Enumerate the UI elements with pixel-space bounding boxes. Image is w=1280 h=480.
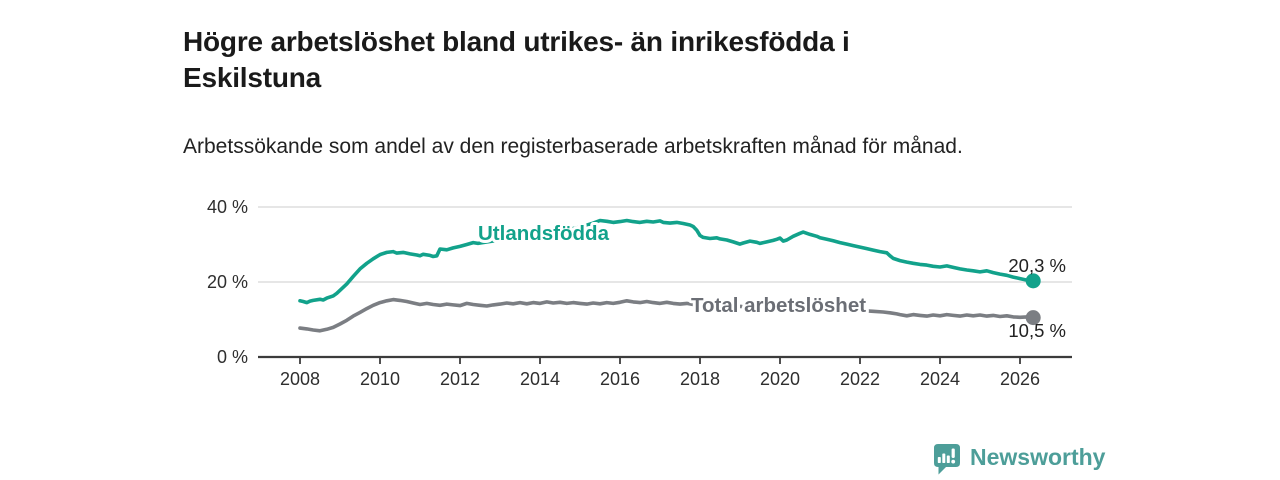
series-line-total-arbetsl-shet [298,297,1035,333]
series-end-dot-total-arbetsl-shet [1025,310,1041,326]
x-axis-tick-label: 2008 [280,369,320,389]
y-axis-tick-label: 40 % [207,197,248,217]
series-label-total-arbetsl-shet: Total arbetslöshet [691,294,866,317]
series-end-value-utlandsf-dda: 20,3 % [1008,255,1066,276]
newsworthy-bar-chart-bubble-icon [934,444,960,475]
x-axis-tick-label: 2012 [440,369,480,389]
brand-name: Newsworthy [970,443,1106,470]
series-end-value-total-arbetsl-shet: 10,5 % [1008,320,1066,341]
series-end-dot-utlandsf-dda [1025,273,1041,289]
y-axis-tick-label: 20 % [207,272,248,292]
x-axis-tick-label: 2024 [920,369,960,389]
x-axis-tick-label: 2026 [1000,369,1040,389]
newsworthy-logo: Newsworthy [933,441,1105,477]
series-label-utlandsf-dda: Utlandsfödda [478,222,610,245]
x-axis-tick-label: 2018 [680,369,720,389]
x-axis-tick-label: 2016 [600,369,640,389]
series-line-utlandsf-dda [298,218,1035,305]
chart-subtitle: Arbetssökande som andel av den registerb… [183,135,963,158]
x-axis-tick-label: 2010 [360,369,400,389]
x-axis-tick-label: 2020 [760,369,800,389]
x-axis-tick-label: 2014 [520,369,560,389]
page-title: Högre arbetslöshet bland utrikes- än inr… [183,25,850,94]
y-axis-tick-label: 0 % [217,347,248,367]
x-axis-tick-label: 2022 [840,369,880,389]
